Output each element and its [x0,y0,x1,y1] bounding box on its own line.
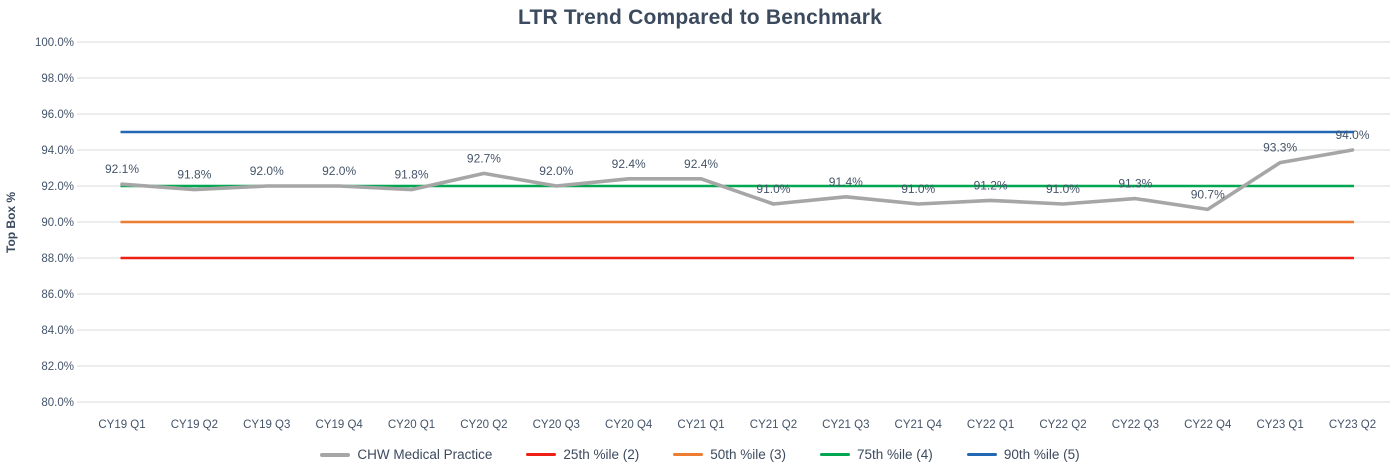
x-tick-label: CY20 Q1 [388,419,435,431]
legend-swatch [966,453,997,456]
data-label: 91.8% [177,168,211,182]
chart-title: LTR Trend Compared to Benchmark [517,6,883,29]
y-tick-label: 96.0% [41,109,74,121]
legend-label: 90th %ile (5) [1003,447,1080,462]
data-label: 91.4% [829,175,863,189]
x-tick-label: CY21 Q2 [750,419,797,431]
y-tick-label: 92.0% [41,181,74,193]
y-tick-label: 98.0% [41,73,74,85]
x-tick-label: CY22 Q1 [967,419,1014,431]
x-tick-label: CY23 Q1 [1256,419,1303,431]
data-label: 92.4% [684,157,718,171]
legend-label: 75th %ile (4) [857,447,933,462]
data-label: 94.0% [1335,128,1369,142]
y-tick-label: 100.0% [35,37,74,49]
legend-label: 50th %ile (3) [710,447,787,462]
y-tick-label: 90.0% [41,217,74,229]
chart-legend: CHW Medical Practice 25th %ile (2) 50th %i… [0,447,1400,462]
legend-item-chw-medical-practice: CHW Medical Practice [320,447,492,462]
x-tick-label: CY20 Q2 [460,419,507,431]
data-label: 92.0% [322,164,356,178]
x-tick-label: CY23 Q2 [1329,419,1376,431]
x-tick-label: CY20 Q4 [605,419,653,431]
legend-swatch [820,453,851,456]
legend-item-25th-ile-2: 25th %ile (2) [526,447,639,462]
data-label: 91.0% [756,182,790,196]
data-label: 92.0% [539,164,573,178]
data-label: 91.3% [1118,177,1152,191]
y-tick-label: 82.0% [41,361,74,373]
x-tick-label: CY20 Q3 [533,419,580,431]
y-tick-label: 86.0% [41,289,74,301]
data-label: 91.0% [1046,182,1080,196]
data-label: 91.8% [395,168,429,182]
legend-label: 25th %ile (2) [563,447,640,462]
y-tick-label: 94.0% [41,145,74,157]
data-label: 90.7% [1191,187,1225,201]
x-tick-label: CY19 Q1 [98,419,145,431]
data-label: 92.0% [250,164,284,178]
y-tick-label: 80.0% [41,397,74,409]
x-tick-label: CY22 Q2 [1039,419,1086,431]
x-tick-label: CY22 Q3 [1112,419,1159,431]
data-label: 91.0% [901,182,935,196]
series-line-chw-medical-practice [120,148,1355,212]
x-tick-label: CY22 Q4 [1184,419,1232,431]
legend-item-90th-ile-5: 90th %ile (5) [966,447,1080,462]
legend-label: CHW Medical Practice [357,447,493,462]
x-tick-label: CY21 Q3 [822,419,869,431]
x-tick-label: CY21 Q4 [895,419,943,431]
data-label: 92.1% [105,162,139,176]
legend-swatch [673,453,704,456]
x-tick-label: CY19 Q3 [243,419,290,431]
data-label: 92.7% [467,151,501,165]
legend-swatch [320,452,351,457]
x-tick-label: CY19 Q4 [315,419,363,431]
data-label: 93.3% [1263,141,1297,155]
x-tick-label: CY21 Q1 [677,419,724,431]
legend-swatch [526,453,557,456]
legend-item-50th-ile-3: 50th %ile (3) [673,447,786,462]
data-label: 92.4% [612,157,646,171]
x-tick-label: CY19 Q2 [171,419,218,431]
y-tick-label: 84.0% [41,325,74,337]
legend-item-75th-ile-4: 75th %ile (4) [820,447,933,462]
data-label: 91.2% [974,178,1008,192]
y-tick-label: 88.0% [41,253,74,265]
